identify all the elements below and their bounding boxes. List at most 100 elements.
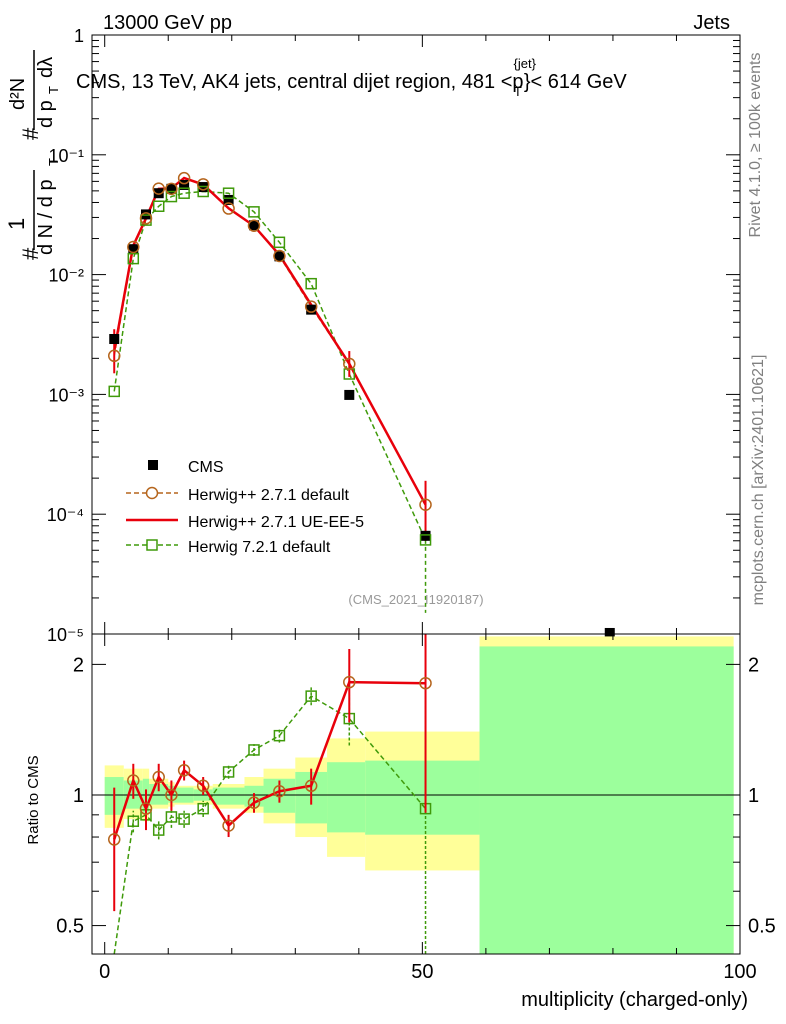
cms-data-point [166,183,177,194]
herwigpp-default-marker [177,171,191,185]
herwigpp-default-marker [127,240,140,254]
cms-data-point [604,627,615,638]
herwig7-ratio-marker [273,729,286,742]
herwig7-ratio-marker [178,813,190,825]
cms-data-point [306,304,317,315]
legend-cms-marker [148,460,158,470]
svg-text:d²N: d²N [7,78,29,110]
header-right: Jets [693,12,730,34]
herwigpp-default-ratio-marker [304,779,318,793]
cms-data-point [109,334,120,345]
plot-title: CMS, 13 TeV, AK4 jets, central dijet reg… [76,56,627,99]
herwig7-marker [152,200,165,212]
herwigpp-default-marker [419,498,432,511]
herwigpp-default-marker [165,182,178,196]
herwigpp-ueee5-line [113,176,427,506]
y-tick-label-right: 0.5 [748,916,776,938]
y-tick-label-right: 1 [748,785,759,807]
header-left: 13000 GeV pp [103,12,232,34]
herwigpp-default-marker [304,300,318,313]
uncertainty-band-inner [212,787,245,805]
herwig7-marker [197,185,209,198]
svg-text:T: T [46,158,61,166]
svg-text:#: # [18,127,43,140]
lower-panel: 0 50 100 0.5 0.5 1 1 2 2 [56,633,776,983]
y-tick-label: 10⁻³ [48,385,84,405]
legend-label: Herwig++ 2.7.1 UE-EE-5 [188,514,364,531]
herwigpp-default-ratio-marker [165,788,178,802]
herwigpp-default-ratio-marker [139,802,153,815]
herwig7-ratio-marker [127,815,140,827]
cms-data-point [249,220,259,231]
cms-data-point [223,194,234,205]
herwigpp-default-ratio-marker [107,833,121,846]
cms-data-point [274,251,285,262]
y-tick-label: 10⁻¹ [48,146,84,166]
herwig7-marker [305,277,317,290]
herwigpp-default-ratio-marker [247,796,261,809]
herwigpp-default-ratio-marker [177,764,191,777]
herwigpp-default-ratio-marker [152,770,165,784]
svg-text:T: T [46,86,61,94]
herwigpp-default-marker [196,178,210,191]
mcplots-text: mcplots.cern.ch [arXiv:2401.10621] [750,355,767,606]
herwig7-marker [165,190,178,203]
y-tick-label: 1 [74,26,84,46]
herwigpp-default-marker [152,182,165,195]
herwigpp-default-ratio-marker [196,779,210,793]
herwig7-ratio-marker [165,811,178,823]
x-axis-label: multiplicity (charged-only) [521,989,748,1011]
herwig7-ratio-marker [197,802,209,815]
herwigpp-default-marker [273,249,286,263]
herwig7-marker [419,534,432,546]
y-tick-label: 2 [73,654,84,676]
herwig7-marker [178,187,190,199]
cms-data-point [420,530,431,541]
herwigpp-default-marker [222,202,235,215]
herwigpp-default-ratio-marker [419,676,432,690]
analysis-id: (CMS_2021_I1920187) [348,592,483,607]
herwig7-marker [127,252,140,265]
lower-y-axis-label: Ratio to CMS [25,755,42,844]
herwig7-marker [222,187,235,199]
y-tick-label: 1 [73,785,84,807]
uncertainty-band-inner [365,760,480,835]
svg-text:1: 1 [4,218,29,230]
uncertainty-band-inner [327,762,366,833]
herwig7-ratio-marker [305,690,317,702]
svg-text:#: # [18,247,43,260]
legend-label: CMS [188,459,224,476]
svg-text:d p: d p [35,100,57,128]
upper-y-axis-label: # 1 d N / d p T # d²N d p T dλ [4,50,61,260]
y-tick-label: 10⁻² [48,266,84,286]
legend-label: Herwig++ 2.7.1 default [188,487,350,504]
herwig7-ratio-marker [222,766,235,778]
herwigpp-default-ratio-marker [127,774,140,787]
cms-data-point [179,179,190,190]
uncertainty-band-inner [479,646,734,954]
cms-data-point [128,244,139,255]
x-tick-label: 0 [99,961,110,983]
herwig7-ratio-marker [152,824,165,836]
legend: CMS Herwig++ 2.7.1 default Herwig++ 2.7.1 … [126,459,364,556]
legend-herwig7-marker [146,539,158,551]
y-tick-label: 0.5 [56,916,84,938]
cms-data-point [153,188,164,199]
herwig7-marker [273,236,286,249]
legend-herwigpp-default-marker [145,486,159,500]
rivet-version-text: Rivet 4.1.0, ≥ 100k events [747,53,764,238]
x-tick-label: 100 [723,961,756,983]
herwigpp-default-marker [343,357,356,371]
herwig7-marker [248,206,260,218]
herwig7-ratio-marker [248,744,260,756]
cms-data-point [344,389,355,400]
herwigpp-default-ratio-marker [222,819,235,832]
herwigpp-default-marker [139,212,153,225]
upper-panel: 10⁻⁵ 10⁻⁴ 10⁻³ 10⁻² 10⁻¹ 1 CMS, 13 TeV, AK4 j… [47,26,741,645]
y-tick-label-right: 2 [748,654,759,676]
y-tick-label: 10⁻⁵ [47,625,84,645]
svg-text:dλ: dλ [35,57,57,78]
svg-text:d N / d p: d N / d p [35,179,57,255]
herwig7-marker [108,385,120,398]
